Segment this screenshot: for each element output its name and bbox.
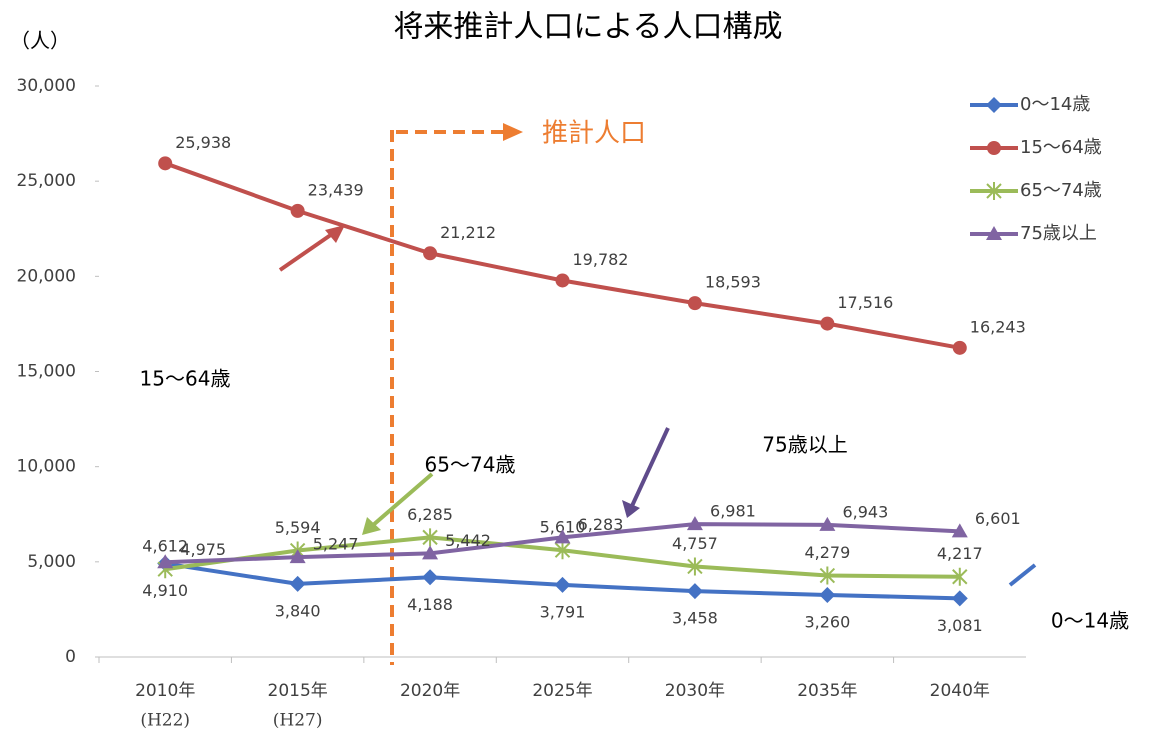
x-tick-sublabel: (H22): [140, 711, 190, 731]
data-label: 6,283: [578, 515, 624, 534]
data-point: [422, 569, 438, 585]
data-label: 5,442: [445, 531, 491, 550]
data-label: 4,279: [804, 543, 850, 562]
chart-title: 将来推計人口による人口構成: [393, 10, 782, 45]
annotation: 15〜64歳: [140, 367, 231, 391]
x-tick-label: 2030年: [665, 681, 725, 701]
annotation: 0〜14歳: [1051, 609, 1129, 633]
projection-label: 推計人口: [542, 119, 646, 149]
y-tick-label: 20,000: [17, 266, 76, 286]
x-tick-label: 2040年: [930, 681, 990, 701]
y-tick-label: 15,000: [17, 362, 76, 382]
annotation: 75歳以上: [762, 433, 847, 457]
legend-marker: [987, 141, 1001, 155]
y-tick-label: 0: [65, 647, 76, 667]
data-point: [291, 204, 305, 218]
data-label: 3,260: [804, 612, 850, 631]
y-tick-label: 10,000: [17, 457, 76, 477]
chart: 将来推計人口による人口構成 （人） 推計人口 15〜64歳 65〜74歳 75歳…: [0, 0, 1168, 736]
x-tick-sublabel: (H27): [273, 711, 323, 731]
y-tick-label: 5,000: [27, 552, 76, 572]
pointer: [622, 500, 640, 518]
data-label: 4,217: [937, 544, 983, 563]
y-axis-label: （人）: [10, 29, 70, 53]
legend-label: 65〜74歳: [1020, 180, 1102, 201]
annotation: 65〜74歳: [425, 453, 516, 477]
legend-label: 0〜14歳: [1020, 94, 1090, 115]
data-label: 21,212: [440, 223, 496, 242]
pointer: [1010, 565, 1035, 585]
x-tick-label: 2020年: [400, 681, 460, 701]
legend-marker: [986, 97, 1002, 113]
x-tick-label: 2015年: [268, 681, 328, 701]
data-point: [820, 317, 834, 331]
data-label: 4,188: [407, 595, 453, 614]
data-label: 4,757: [672, 534, 718, 553]
data-label: 25,938: [175, 133, 231, 152]
data-label: 16,243: [970, 317, 1026, 336]
data-label: 3,791: [540, 602, 586, 621]
x-tick-label: 2010年: [135, 681, 195, 701]
data-point: [556, 273, 570, 287]
data-label: 6,943: [842, 502, 888, 521]
data-label: 6,981: [710, 502, 756, 521]
data-point: [819, 587, 835, 603]
legend-label: 75歳以上: [1020, 223, 1097, 244]
pointer: [280, 232, 335, 270]
data-point: [290, 576, 306, 592]
data-point: [688, 296, 702, 310]
data-point: [423, 246, 437, 260]
data-label: 23,439: [308, 180, 364, 199]
data-label: 6,601: [975, 509, 1021, 528]
y-tick-label: 30,000: [17, 76, 76, 96]
data-label: 17,516: [837, 293, 893, 312]
data-label: 4,910: [142, 581, 188, 600]
data-point: [687, 583, 703, 599]
series-line: [165, 163, 960, 348]
data-point: [158, 156, 172, 170]
data-label: 18,593: [705, 273, 761, 292]
pointer: [325, 225, 345, 243]
data-point: [953, 341, 967, 355]
y-tick-label: 25,000: [17, 171, 76, 191]
data-label: 4,975: [180, 540, 226, 559]
x-tick-label: 2025年: [532, 681, 592, 701]
legend-label: 15〜64歳: [1020, 137, 1102, 158]
data-label: 3,840: [275, 601, 321, 620]
data-label: 3,081: [937, 616, 983, 635]
data-point: [555, 577, 571, 593]
arrow-head: [503, 123, 523, 141]
pointer: [632, 428, 668, 506]
data-label: 5,247: [313, 535, 359, 554]
data-label: 6,285: [407, 505, 453, 524]
data-label: 19,782: [573, 250, 629, 269]
x-tick-label: 2035年: [797, 681, 857, 701]
data-label: 3,458: [672, 609, 718, 628]
data-point: [952, 590, 968, 606]
